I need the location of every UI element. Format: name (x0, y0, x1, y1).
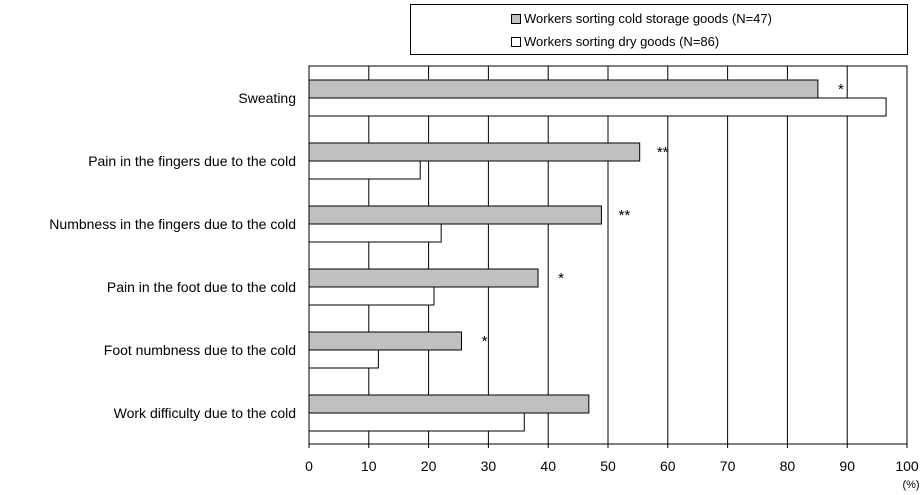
significance-marker: * (558, 270, 564, 287)
bar-cold-storage (308, 394, 590, 414)
bar-cold-storage (308, 142, 641, 162)
legend-swatch-dry-goods (511, 36, 521, 47)
x-tick-label: 0 (305, 458, 313, 474)
bar-dry-goods (308, 412, 525, 432)
x-unit-label: (%) (902, 479, 919, 491)
bar-dry-goods (308, 97, 887, 117)
x-tick-label: 50 (600, 458, 616, 474)
bar-dry-goods (308, 160, 421, 180)
category-label: Foot numbness due to the cold (104, 342, 296, 358)
x-tick-label: 70 (720, 458, 736, 474)
x-tick-label: 100 (895, 458, 919, 474)
legend-item-dry-goods: Workers sorting dry goods (N=86) (511, 34, 719, 49)
x-tick-label: 20 (421, 458, 437, 474)
bar-dry-goods (308, 349, 379, 369)
significance-marker: ** (619, 207, 631, 224)
bar-cold-storage (308, 268, 539, 288)
bar-dry-goods (308, 223, 442, 243)
category-label: Pain in the fingers due to the cold (88, 153, 296, 169)
x-tick-label: 90 (839, 458, 855, 474)
category-label: Numbness in the fingers due to the cold (49, 216, 296, 232)
legend: Workers sorting cold storage goods (N=47… (410, 4, 908, 55)
category-label: Sweating (238, 90, 296, 106)
legend-item-cold-storage: Workers sorting cold storage goods (N=47… (511, 11, 772, 26)
legend-swatch-cold-storage (511, 13, 521, 24)
x-tick-label: 30 (481, 458, 497, 474)
significance-marker: ** (657, 144, 669, 161)
category-label: Work difficulty due to the cold (114, 405, 296, 421)
legend-label-cold-storage: Workers sorting cold storage goods (N=47… (524, 11, 772, 26)
bar-cold-storage (308, 205, 602, 225)
category-label: Pain in the foot due to the cold (107, 279, 296, 295)
x-tick-label: 80 (780, 458, 796, 474)
bar-cold-storage (308, 79, 819, 99)
x-tick-label: 40 (540, 458, 556, 474)
x-tick-label: 60 (660, 458, 676, 474)
significance-marker: * (838, 81, 844, 98)
bar-dry-goods (308, 286, 435, 306)
legend-label-dry-goods: Workers sorting dry goods (N=86) (524, 34, 720, 49)
significance-marker: * (482, 333, 488, 350)
x-tick-label: 10 (361, 458, 377, 474)
bar-cold-storage (308, 331, 462, 351)
